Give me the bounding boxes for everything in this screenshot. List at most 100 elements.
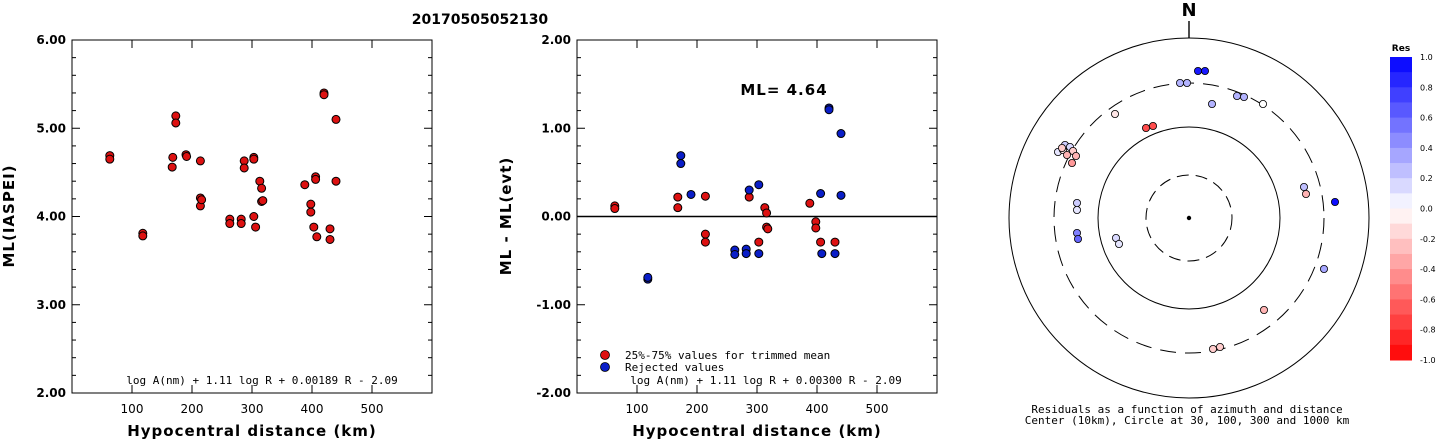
left-y-axis-label: ML(IASPEI) — [0, 164, 18, 267]
colorbar-block — [1390, 102, 1412, 119]
ring-30km — [1145, 174, 1233, 262]
left-data-point — [225, 219, 235, 229]
left-data-point — [258, 196, 268, 206]
polar-caption-line1: Residuals as a function of azimuth and d… — [1031, 403, 1342, 416]
left-data-point — [306, 207, 316, 217]
colorbar-block — [1390, 314, 1412, 331]
rejected-point — [744, 185, 754, 195]
left-x-tick-label: 400 — [301, 402, 324, 416]
left-data-point — [325, 224, 335, 234]
rejected-point — [754, 180, 764, 190]
trimmed-mean-point — [811, 223, 821, 233]
left-data-point — [239, 163, 249, 173]
station-residual-point — [1183, 79, 1192, 88]
station-residual-point — [1063, 150, 1072, 159]
middle-y-tick-label: 2.00 — [541, 33, 571, 47]
left-y-tick-label: 6.00 — [36, 33, 66, 47]
rejected-point — [824, 105, 834, 115]
station-residual-point — [1300, 182, 1309, 191]
left-y-tick-label: 4.00 — [36, 210, 66, 224]
trimmed-mean-point — [763, 224, 773, 234]
colorbar-block — [1390, 147, 1412, 164]
colorbar-title: Res — [1392, 44, 1410, 54]
left-data-point — [257, 183, 267, 193]
ring-100km — [1097, 126, 1281, 310]
trimmed-mean-point — [673, 203, 683, 213]
left-x-axis-label: Hypocentral distance (km) — [127, 422, 377, 440]
middle-y-tick-label: -1.00 — [536, 298, 571, 312]
left-x-tick-label: 500 — [361, 402, 384, 416]
ml-annotation: ML= 4.64 — [740, 81, 827, 99]
station-residual-point — [1058, 143, 1067, 152]
rejected-point — [676, 151, 686, 161]
colorbar-block — [1390, 269, 1412, 285]
colorbar-block — [1390, 344, 1412, 361]
left-x-tick-label: 100 — [121, 402, 144, 416]
left-data-point — [195, 156, 205, 166]
left-data-point — [138, 231, 148, 241]
colorbar-tick-label: 0.8 — [1420, 83, 1433, 92]
left-y-tick-label: 5.00 — [36, 121, 66, 135]
station-residual-point — [1208, 100, 1217, 109]
colorbar-block — [1390, 329, 1412, 346]
trimmed-mean-point — [673, 192, 683, 202]
station-residual-point — [1240, 93, 1249, 102]
colorbar-block — [1390, 299, 1412, 316]
trimmed-mean-point — [610, 204, 620, 214]
colorbar-block — [1390, 163, 1412, 179]
middle-x-tick-label: 500 — [866, 402, 889, 416]
station-residual-point — [1320, 264, 1329, 273]
left-data-point — [331, 176, 341, 186]
trimmed-mean-point — [805, 198, 815, 208]
station-residual-point — [1216, 342, 1225, 351]
left-data-point — [168, 152, 178, 162]
legend-label-rejected: Rejected values — [625, 361, 724, 374]
trimmed-mean-point — [830, 237, 840, 247]
colorbar-tick-label: 0.6 — [1420, 114, 1433, 123]
station-residual-point — [1260, 305, 1269, 314]
middle-x-tick-label: 200 — [686, 402, 709, 416]
trimmed-mean-point — [700, 191, 710, 201]
polar-caption-line2: Center (10km), Circle at 30, 100, 300 an… — [1025, 414, 1350, 427]
colorbar-tick-label: 0.4 — [1420, 144, 1433, 153]
trimmed-mean-point — [700, 237, 710, 247]
colorbar-tick-label: 0.0 — [1420, 205, 1433, 214]
left-formula: log A(nm) + 1.11 log R + 0.00189 R - 2.0… — [126, 374, 398, 387]
left-y-tick-label: 2.00 — [36, 386, 66, 400]
rejected-point — [836, 190, 846, 200]
trimmed-mean-point — [754, 237, 764, 247]
middle-y-tick-label: -2.00 — [536, 386, 571, 400]
middle-x-tick-label: 400 — [806, 402, 829, 416]
left-x-tick-label: 200 — [181, 402, 204, 416]
colorbar-block — [1390, 193, 1412, 209]
station-residual-point — [1142, 124, 1151, 133]
colorbar-tick-label: -0.6 — [1420, 295, 1436, 304]
residual-colorbar: Res 1.0 0.8 0.6 0.4 0.2 0.0 -0.2 -0.4 -0.6 -0.8 -1… — [1390, 44, 1436, 365]
rejected-point — [686, 189, 696, 199]
colorbar-block — [1390, 208, 1412, 225]
station-residual-point — [1176, 79, 1185, 88]
left-data-point — [251, 222, 261, 232]
left-panel: 100 200 300 400 500 2.00 3.00 4.00 5.00 6.00 log … — [0, 33, 433, 440]
trimmed-mean-point — [762, 208, 772, 218]
colorbar-block — [1390, 117, 1412, 134]
colorbar-block — [1390, 223, 1412, 240]
trimmed-mean-point — [816, 237, 826, 247]
colorbar-block — [1390, 253, 1412, 270]
station-residual-point — [1201, 67, 1210, 76]
station-residual-point — [1072, 151, 1081, 160]
left-data-point — [325, 234, 335, 244]
station-residual-point — [1259, 100, 1268, 109]
legend-label-trimmed: 25%-75% values for trimmed mean — [625, 349, 830, 362]
left-data-point — [306, 199, 316, 209]
station-residual-point — [1073, 205, 1082, 214]
colorbar-tick-label: -0.4 — [1420, 265, 1436, 274]
left-x-tick-label: 300 — [241, 402, 264, 416]
north-label: N — [1181, 0, 1196, 21]
station-residual-point — [1331, 197, 1340, 206]
middle-formula: log A(nm) + 1.11 log R + 0.00300 R - 2.0… — [630, 374, 902, 387]
ring-1000km — [1008, 37, 1370, 399]
colorbar-tick-label: -1.0 — [1420, 356, 1436, 365]
left-data-point — [105, 154, 115, 164]
